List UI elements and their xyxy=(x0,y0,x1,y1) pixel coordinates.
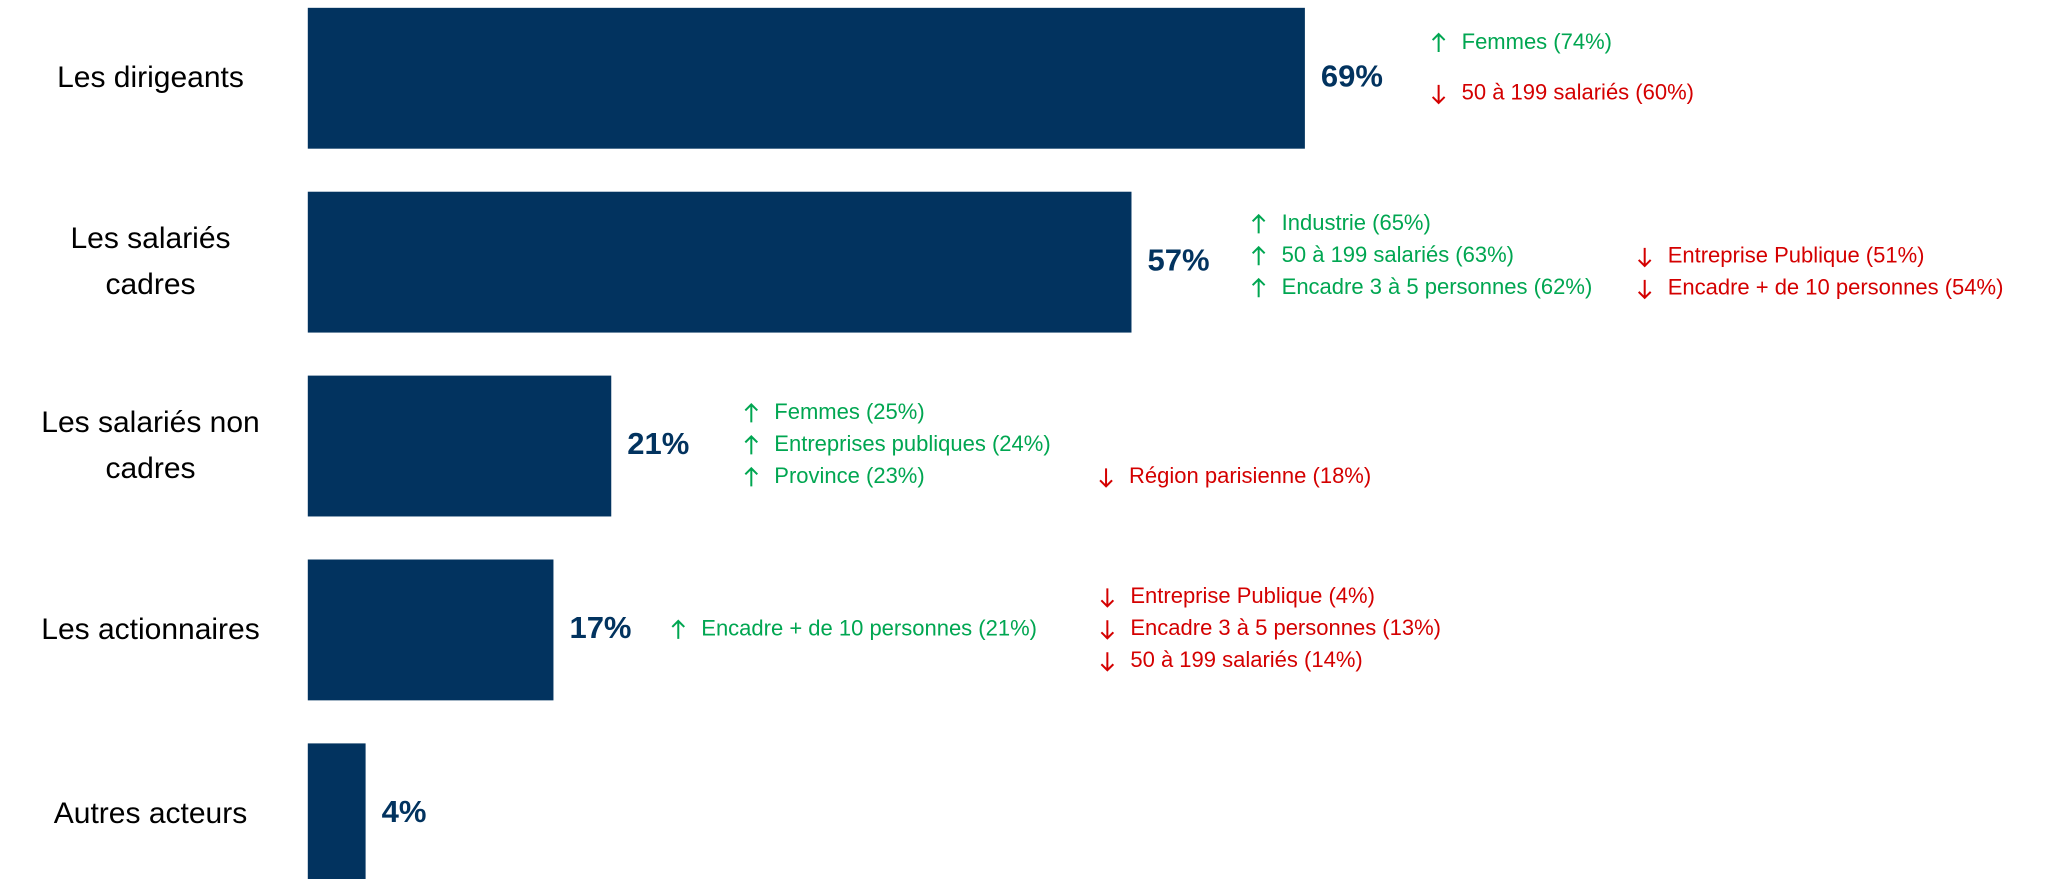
up-arrow xyxy=(744,466,759,487)
down-arrow xyxy=(1100,652,1115,672)
up-arrow xyxy=(744,434,759,455)
category-label: Les salariés cadres xyxy=(70,222,231,302)
up-arrow xyxy=(1251,213,1266,234)
value-label: 69% xyxy=(1321,58,1383,93)
down-annotation: 50 à 199 salariés (14%) xyxy=(1130,647,1362,672)
down-annotation: Entreprise Publique (51%) xyxy=(1668,243,1925,268)
up-arrow xyxy=(744,403,759,423)
up-arrow xyxy=(671,619,685,639)
down-arrow xyxy=(1637,247,1652,268)
value-label: 21% xyxy=(627,426,689,461)
up-annotation: Province (23%) xyxy=(774,463,924,488)
down-arrow xyxy=(1100,620,1115,640)
down-arrow xyxy=(1099,468,1113,488)
up-annotation: Femmes (74%) xyxy=(1462,29,1612,54)
value-label: 17% xyxy=(569,610,631,645)
up-arrow xyxy=(1251,277,1266,298)
down-annotation: Région parisienne (18%) xyxy=(1129,463,1371,488)
up-annotation: Entreprises publiques (24%) xyxy=(774,431,1050,456)
up-arrow xyxy=(1431,32,1446,53)
bar xyxy=(307,743,366,879)
bar xyxy=(307,7,1305,149)
down-annotation: Entreprise Publique (4%) xyxy=(1130,583,1375,608)
category-label: Les dirigeants xyxy=(57,61,244,95)
value-label: 4% xyxy=(382,794,427,829)
down-arrow xyxy=(1431,84,1446,105)
category-label: Autres acteurs xyxy=(53,796,248,830)
category-label: Les actionnaires xyxy=(41,612,260,646)
up-annotation: 50 à 199 salariés (63%) xyxy=(1282,242,1514,267)
down-annotation: 50 à 199 salariés (60%) xyxy=(1462,80,1694,105)
bar xyxy=(307,559,554,701)
up-annotation: Femmes (25%) xyxy=(774,399,924,424)
down-arrow xyxy=(1100,588,1115,608)
category-label: Les salariés non cadres xyxy=(41,406,260,486)
up-annotation: Industrie (65%) xyxy=(1282,210,1431,235)
down-arrow xyxy=(1637,279,1652,300)
down-annotation: Encadre + de 10 personnes (54%) xyxy=(1668,275,2004,300)
value-label: 57% xyxy=(1147,242,1209,277)
up-annotation: Encadre 3 à 5 personnes (62%) xyxy=(1282,274,1593,299)
down-annotation: Encadre 3 à 5 personnes (13%) xyxy=(1130,615,1441,640)
up-arrow xyxy=(1251,245,1266,266)
bar xyxy=(307,375,612,517)
bar xyxy=(307,191,1132,333)
up-annotation: Encadre + de 10 personnes (21%) xyxy=(701,616,1037,641)
